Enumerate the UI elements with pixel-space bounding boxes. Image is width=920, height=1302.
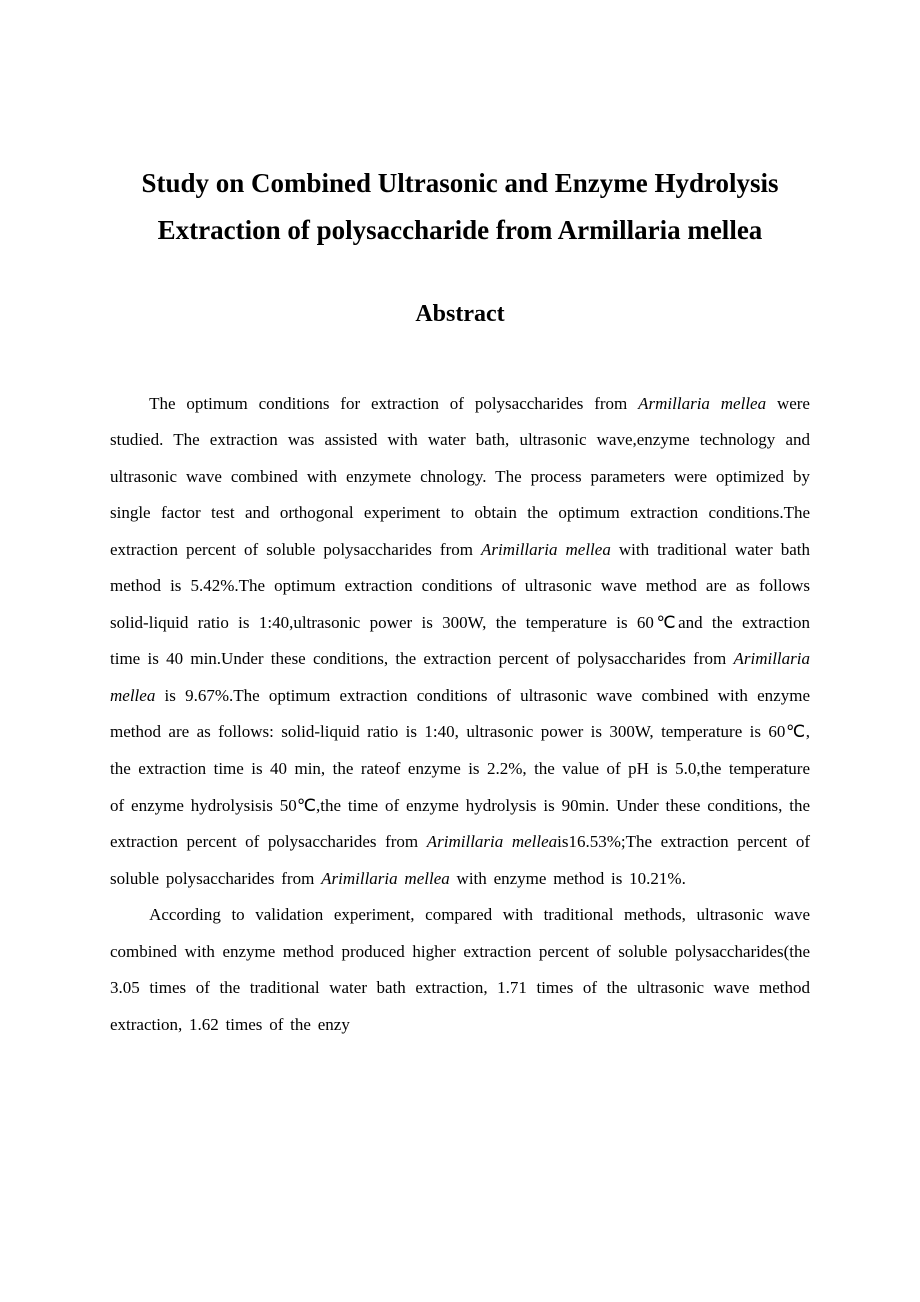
paper-title: Study on Combined Ultrasonic and Enzyme …	[110, 160, 810, 255]
abstract-text: The optimum conditions for extraction of…	[149, 394, 638, 413]
abstract-paragraph-2: According to validation experiment, comp…	[110, 897, 810, 1043]
species-name: Arimillaria mellea	[481, 540, 611, 559]
abstract-text: According to validation experiment, comp…	[110, 905, 810, 1034]
abstract-heading: Abstract	[110, 301, 810, 328]
abstract-text: with enzyme method is 10.21%.	[450, 869, 686, 888]
abstract-paragraph-1: The optimum conditions for extraction of…	[110, 386, 810, 898]
abstract-text: were studied. The extraction was assiste…	[110, 394, 810, 559]
abstract-body: The optimum conditions for extraction of…	[110, 386, 810, 1044]
abstract-text: is 9.67%.The optimum extraction conditio…	[110, 686, 810, 851]
species-name: Armillaria mellea	[638, 394, 766, 413]
species-name: Arimillaria mellea	[321, 869, 450, 888]
species-name: Arimillaria mellea	[427, 832, 557, 851]
